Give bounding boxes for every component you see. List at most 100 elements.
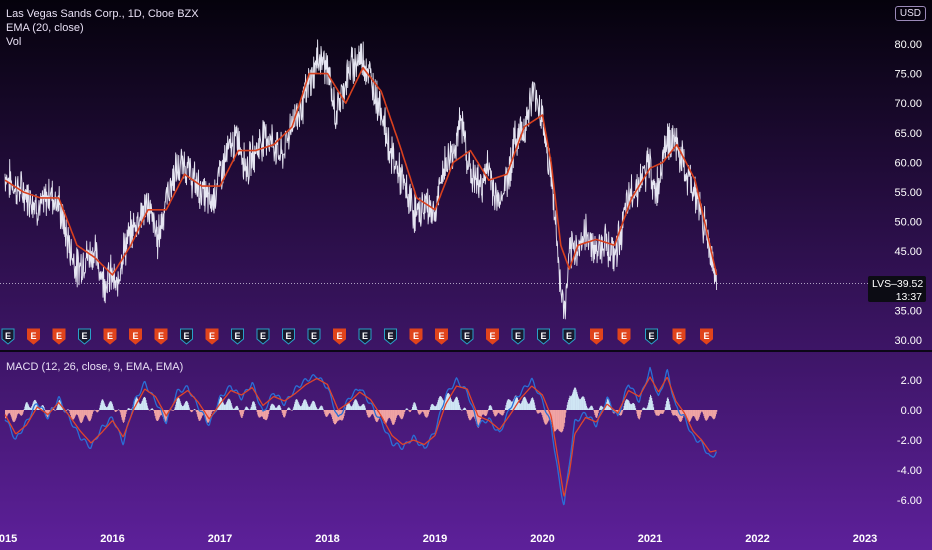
macd-histogram-bar	[441, 398, 443, 410]
macd-histogram-bar	[497, 410, 499, 413]
macd-histogram-bar	[400, 410, 402, 419]
earnings-marker[interactable]	[103, 328, 117, 345]
macd-histogram-bar	[81, 410, 83, 422]
macd-histogram-bar	[648, 402, 649, 410]
macd-histogram-bar	[639, 410, 641, 418]
macd-histogram-bar	[55, 410, 57, 411]
macd-histogram-bar	[656, 410, 658, 416]
earnings-marker[interactable]	[27, 328, 40, 345]
macd-histogram-bar	[272, 403, 273, 410]
macd-histogram-bar	[691, 410, 693, 417]
earnings-marker[interactable]	[154, 328, 168, 345]
earnings-marker[interactable]	[358, 328, 372, 345]
macd-histogram-bar	[565, 410, 567, 413]
macd-histogram-bar	[501, 410, 503, 416]
macd-histogram-bar	[538, 410, 540, 414]
macd-histogram-bar	[710, 410, 712, 417]
macd-histogram-bar	[713, 410, 715, 420]
earnings-marker[interactable]	[333, 328, 346, 345]
price-series-line[interactable]	[4, 39, 718, 320]
earnings-marker[interactable]	[562, 328, 576, 345]
earnings-marker[interactable]	[231, 328, 244, 345]
earnings-marker[interactable]	[486, 328, 499, 345]
earnings-marker[interactable]	[205, 328, 219, 345]
macd-histogram-bar	[172, 410, 173, 411]
macd-histogram-bar	[630, 404, 631, 410]
macd-histogram-bar	[697, 410, 699, 421]
macd-histogram-bar	[682, 410, 684, 417]
macd-line[interactable]	[4, 366, 718, 506]
macd-histogram-bar	[570, 396, 572, 410]
earnings-marker[interactable]	[180, 328, 193, 345]
macd-histogram-bar	[363, 403, 364, 410]
macd-histogram-bar	[596, 410, 598, 418]
earnings-marker[interactable]	[435, 328, 448, 345]
macd-histogram-bar	[74, 410, 75, 418]
macd-histogram-bar	[423, 410, 425, 414]
macd-histogram-bar	[695, 410, 697, 421]
earnings-marker[interactable]	[617, 328, 631, 345]
earnings-marker[interactable]	[129, 328, 142, 345]
macd-histogram-bar	[457, 398, 458, 410]
macd-histogram-bar	[579, 399, 581, 410]
macd-histogram-bar	[561, 410, 562, 433]
macd-legend[interactable]: MACD (12, 26, close, 9, EMA, EMA)	[6, 361, 184, 373]
macd-histogram-bar	[686, 410, 687, 417]
earnings-marker[interactable]	[307, 328, 321, 345]
macd-histogram-bar	[702, 410, 704, 415]
macd-histogram-bar	[397, 410, 399, 415]
macd-histogram-bar	[275, 407, 277, 410]
macd-histogram-bar	[524, 396, 526, 410]
macd-histogram-bar	[357, 404, 359, 410]
macd-histogram-bar	[66, 409, 68, 411]
earnings-marker[interactable]	[256, 328, 270, 345]
macd-histogram-bar	[16, 410, 18, 416]
macd-histogram-bar	[31, 406, 33, 410]
earnings-marker[interactable]	[672, 328, 686, 345]
earnings-marker[interactable]	[460, 328, 474, 345]
macd-histogram-bar	[478, 410, 480, 427]
macd-histogram-bar	[464, 408, 466, 410]
macd-histogram-bar	[355, 399, 357, 410]
earnings-marker[interactable]	[511, 328, 525, 345]
earnings-marker[interactable]	[52, 328, 66, 345]
macd-histogram-bar	[119, 410, 121, 411]
earnings-marker[interactable]	[409, 328, 423, 345]
earnings-marker[interactable]	[590, 328, 603, 345]
macd-histogram-bar	[477, 410, 478, 427]
macd-histogram-bar	[689, 410, 691, 422]
macd-histogram-bar	[481, 410, 483, 416]
macd-histogram-bar	[597, 410, 599, 414]
macd-histogram-bar	[17, 410, 19, 414]
ema-legend[interactable]: EMA (20, close)	[6, 22, 84, 34]
earnings-marker[interactable]	[282, 328, 295, 345]
macd-histogram-bar	[602, 407, 604, 410]
macd-histogram-bar	[292, 410, 293, 411]
earnings-marker[interactable]	[1, 328, 15, 345]
volume-legend[interactable]: Vol	[6, 36, 22, 48]
earnings-marker[interactable]	[700, 328, 713, 345]
earnings-marker[interactable]	[645, 328, 658, 345]
currency-badge[interactable]: USD	[894, 6, 926, 21]
macd-histogram-bar	[470, 410, 471, 421]
macd-histogram-bar	[563, 410, 565, 427]
macd-histogram-bar	[113, 408, 115, 410]
macd-histogram-bar	[84, 410, 86, 416]
macd-histogram-bar	[99, 407, 101, 410]
earnings-marker[interactable]	[384, 328, 397, 345]
macd-histogram-bar	[680, 410, 682, 422]
macd-histogram-bar	[432, 404, 434, 410]
signal-line[interactable]	[4, 376, 717, 497]
macd-histogram-bar	[103, 402, 105, 410]
macd-histogram-bar	[238, 409, 240, 411]
earnings-marker[interactable]	[537, 328, 550, 345]
macd-histogram-bar	[79, 410, 81, 421]
macd-histogram-bar	[578, 398, 580, 410]
earnings-marker[interactable]	[78, 328, 91, 345]
macd-histogram-bar	[673, 410, 675, 416]
macd-histogram-bar	[434, 406, 436, 410]
macd-histogram-bar	[452, 401, 453, 410]
ema-series-line[interactable]	[4, 66, 718, 276]
macd-histogram-bar	[352, 403, 354, 410]
